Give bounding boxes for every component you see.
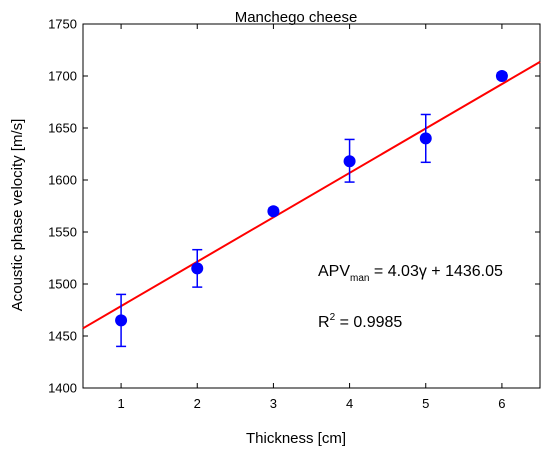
- y-tick-label: 1650: [48, 121, 77, 136]
- data-point: [115, 314, 128, 327]
- x-tick-label: 1: [117, 396, 124, 411]
- y-tick-label: 1400: [48, 381, 77, 396]
- r-squared-sup: 2: [330, 312, 336, 323]
- fit-equation-main: APV: [318, 263, 350, 280]
- fit-line-group: [82, 60, 541, 330]
- plot-area: [82, 23, 541, 389]
- y-tick-label: 1600: [48, 173, 77, 188]
- x-tick-label: 6: [498, 396, 505, 411]
- data-point: [267, 205, 280, 218]
- y-tick-label: 1700: [48, 69, 77, 84]
- data-point: [495, 70, 508, 82]
- y-tick-label: 1500: [48, 277, 77, 292]
- x-tick-label: 4: [346, 396, 353, 411]
- fit-equation-sub: man: [350, 273, 369, 284]
- fit-equation: APVman = 4.03γ + 1436.05: [318, 263, 503, 284]
- data-point: [191, 262, 204, 275]
- data-point: [343, 155, 356, 168]
- x-axis-label: Thickness [cm]: [246, 430, 346, 447]
- y-tick-label: 1550: [48, 225, 77, 240]
- plot-frame: [82, 23, 541, 389]
- data-point: [419, 132, 432, 145]
- x-tick-label: 2: [194, 396, 201, 411]
- r-squared-main: R: [318, 314, 330, 331]
- fit-line: [82, 60, 541, 330]
- r-squared: R2 = 0.9985: [318, 312, 402, 331]
- y-tick-label: 1750: [48, 17, 77, 32]
- fit-equation-rest: = 4.03γ + 1436.05: [369, 263, 503, 280]
- y-axis: 1400 1450 1500 1550 1600 1650 1700 1750: [48, 17, 540, 396]
- chart-title: Manchego cheese: [235, 9, 358, 26]
- x-tick-label: 3: [270, 396, 277, 411]
- data-points: [115, 70, 508, 348]
- x-axis: 1 2 3 4 5 6: [117, 24, 506, 411]
- x-tick-label: 5: [422, 396, 429, 411]
- r-squared-rest: = 0.9985: [335, 314, 402, 331]
- y-axis-label: Acoustic phase velocity [m/s]: [9, 119, 26, 312]
- y-tick-label: 1450: [48, 329, 77, 344]
